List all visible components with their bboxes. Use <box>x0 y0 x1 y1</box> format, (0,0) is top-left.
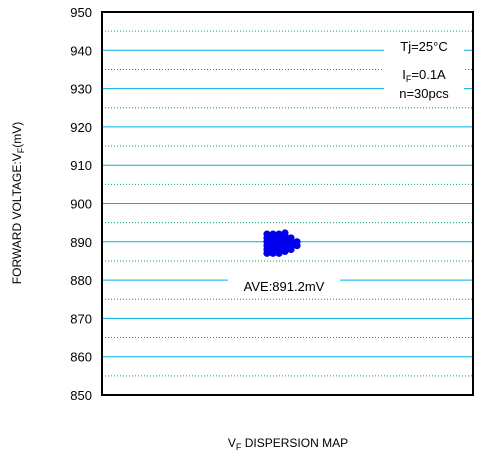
y-tick-label: 870 <box>70 311 92 326</box>
condition-if-rest: =0.1A <box>411 67 446 82</box>
x-axis-title-rest: DISPERSION MAP <box>241 436 348 450</box>
x-axis-title-sub: F <box>236 442 242 452</box>
y-tick-label: 940 <box>70 43 92 58</box>
average-label: AVE:891.2mV <box>244 279 325 294</box>
data-point <box>287 234 295 242</box>
condition-if: IF=0.1A <box>402 67 446 84</box>
y-tick-label: 880 <box>70 273 92 288</box>
x-axis-title-main: V <box>228 436 236 450</box>
y-axis-title-unit: (mV) <box>10 122 24 148</box>
y-tick-label: 890 <box>70 235 92 250</box>
data-point <box>275 230 283 238</box>
y-axis-title: FORWARD VOLTAGE:VF(mV) <box>10 122 26 284</box>
plot-frame <box>101 11 474 396</box>
condition-tj: Tj=25°C <box>400 39 447 54</box>
condition-if-sub: F <box>406 74 412 84</box>
condition-if-main: I <box>402 67 406 82</box>
y-axis-title-main: FORWARD VOLTAGE:V <box>10 153 24 284</box>
y-axis-title-sub: F <box>16 147 26 153</box>
y-tick-label: 950 <box>70 5 92 20</box>
y-tick-label: 850 <box>70 388 92 403</box>
data-points <box>263 229 301 257</box>
y-tick-label: 860 <box>70 350 92 365</box>
y-tick-label: 910 <box>70 158 92 173</box>
x-axis-title: VF DISPERSION MAP <box>228 436 348 452</box>
data-point <box>269 230 277 238</box>
grid-lines <box>102 30 473 377</box>
y-tick-label: 900 <box>70 197 92 212</box>
y-tick-label: 920 <box>70 120 92 135</box>
data-point <box>281 229 289 237</box>
y-tick-labels: 950 940 930 920 910 900 890 880 870 860 850 <box>70 5 92 403</box>
condition-n: n=30pcs <box>399 86 449 101</box>
annotations: Tj=25°C IF=0.1A n=30pcs AVE:891.2mV <box>228 33 464 296</box>
average-label-bg <box>228 276 340 296</box>
y-tick-label: 930 <box>70 82 92 97</box>
data-point <box>263 230 271 238</box>
data-point <box>293 238 301 246</box>
conditions-box-bg <box>384 33 464 105</box>
